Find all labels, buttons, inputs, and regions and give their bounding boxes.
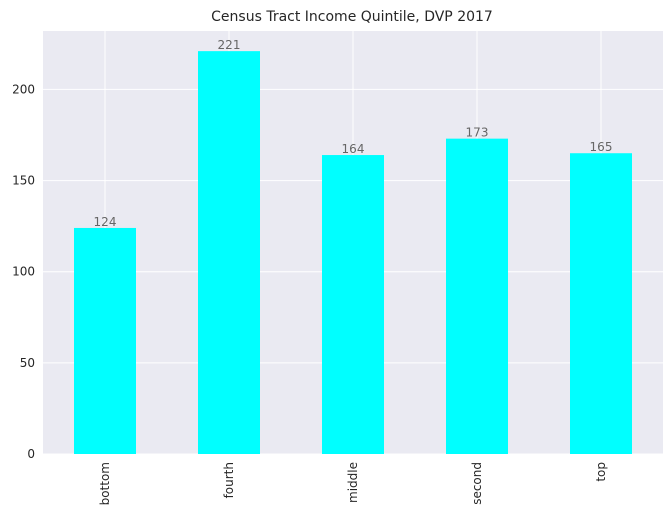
x-tick-label: bottom [98,462,112,505]
bar-value-labels: 124 221 164 173 165 [94,38,613,229]
bar-value-label: 124 [94,215,117,229]
y-tick-label: 100 [12,265,35,279]
y-tick-label: 50 [20,356,35,370]
x-tick-labels: bottom fourth middle second top [98,462,608,505]
bar-fourth [198,51,260,455]
bar-bottom [74,227,136,454]
bars [74,51,632,455]
bar-value-label: 164 [342,142,365,156]
y-tick-label: 200 [12,82,35,96]
chart-title: Census Tract Income Quintile, DVP 2017 [211,9,493,25]
y-tick-labels: 0 50 100 150 200 [12,82,35,461]
x-tick-label: middle [346,462,360,503]
y-tick-label: 150 [12,174,35,188]
bar-value-label: 173 [466,126,489,140]
bar-value-label: 165 [590,140,613,154]
bar-middle [322,155,384,455]
x-tick-label: top [594,462,608,482]
bar-top [570,153,632,454]
x-tick-label: fourth [222,462,236,498]
x-tick-label: second [470,462,484,505]
y-tick-label: 0 [27,447,35,461]
bar-value-label: 221 [218,38,241,52]
bar-second [446,138,508,454]
